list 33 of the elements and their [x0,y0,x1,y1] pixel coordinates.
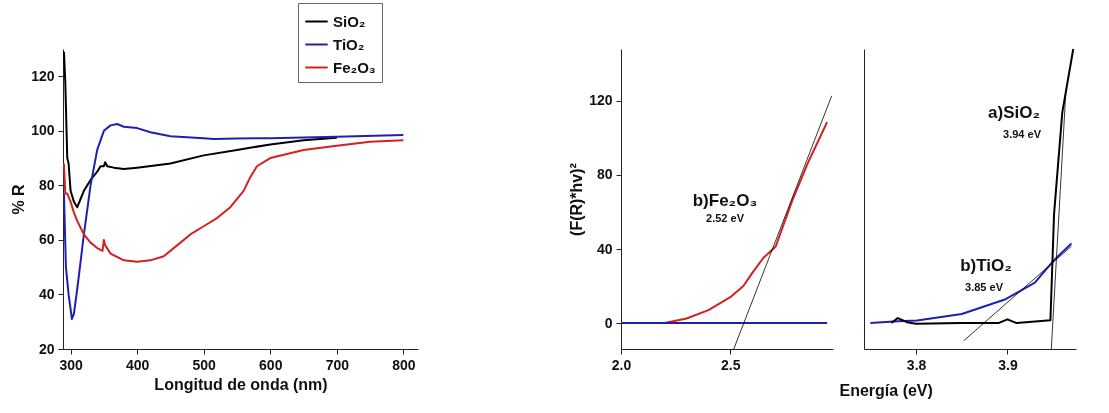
y-tick-label: 20 [38,340,55,357]
y-tick-label: 40 [596,240,613,257]
y-tick-label: 60 [38,231,55,248]
annotation: 2.52 eV [706,212,745,224]
legend-label: SiO₂ [333,12,366,30]
x-tick-label: 700 [325,356,350,373]
legend-label: Fe₂O₃ [333,58,376,76]
y-tick-label: 0 [604,314,613,331]
annotation: b)Fe₂O₃ [692,191,758,210]
x-tick-label: 2.5 [721,356,741,373]
annotation: 3.94 eV [1003,128,1042,140]
y-axis-title: (F(R)*hv)² [568,163,586,236]
y-tick-label: 40 [38,285,55,302]
x-tick-label: 500 [192,356,217,373]
y-tick-label: 120 [589,92,613,109]
y-tick-label: 80 [596,166,613,183]
x-tick-label: 300 [59,356,83,373]
y-tick-label: 80 [38,176,55,193]
x-tick-label: 3.9 [998,356,1018,373]
x-tick-label: 400 [125,356,150,373]
x-tick-label: 2.0 [611,356,632,373]
annotation: b)TiO₂ [960,256,1012,275]
x-tick-label: 800 [392,356,416,373]
x-tick-label: 3.8 [906,356,927,373]
y-tick-label: 120 [31,67,55,84]
y-axis-title: % R [10,183,28,215]
x-tick-label: 600 [259,356,283,373]
x-axis-title: Longitud de onda (nm) [154,375,328,393]
annotation: a)SiO₂ [988,103,1040,122]
annotation: 3.85 eV [965,281,1004,293]
x-axis-title: Energía (eV) [839,381,933,399]
legend-label: TiO₂ [333,35,365,53]
y-tick-label: 100 [31,122,55,139]
